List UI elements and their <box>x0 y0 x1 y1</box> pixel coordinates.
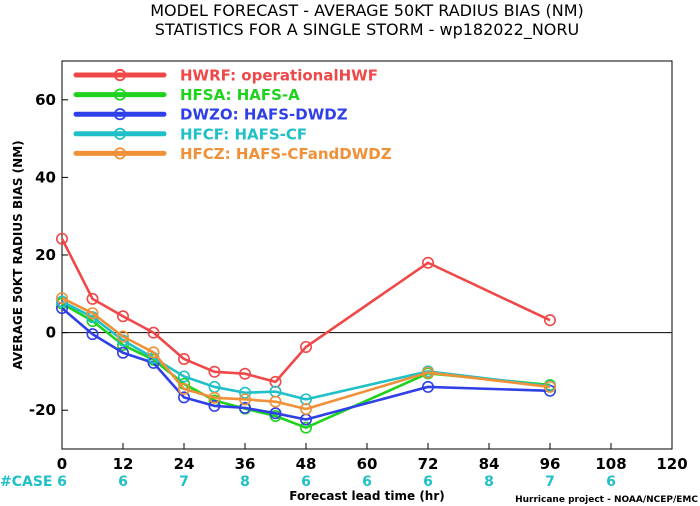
data-point <box>299 340 312 353</box>
data-point <box>421 256 434 269</box>
legend-label: HFCZ: HAFS-CFandDWDZ <box>180 145 392 163</box>
legend-label: DWZO: HAFS-DWDZ <box>180 106 348 124</box>
series-line <box>61 307 551 421</box>
series-0 <box>55 232 556 388</box>
chart-title: MODEL FORECAST - AVERAGE 50KT RADIUS BIA… <box>150 1 584 20</box>
legend-item: HFSA: HAFS-A <box>73 86 300 104</box>
data-point <box>208 391 221 404</box>
x-tick-label: 96 <box>540 455 561 473</box>
x-tick-label: 108 <box>595 455 626 473</box>
data-point <box>239 401 252 414</box>
x-tick-label: 48 <box>296 455 317 473</box>
data-point <box>86 328 99 341</box>
chart-subtitle: STATISTICS FOR A SINGLE STORM - wp182022… <box>155 20 579 40</box>
data-point <box>86 292 99 305</box>
data-point <box>299 403 312 416</box>
legend-item: HWRF: operationalHWF <box>73 67 378 85</box>
series-line <box>60 238 551 384</box>
legend-marker <box>113 88 127 101</box>
legend-marker <box>113 147 127 160</box>
case-label: #CASE <box>0 474 53 490</box>
y-axis-label: AVERAGE 50KT RADIUS BIAS (NM) <box>11 140 25 369</box>
data-point <box>178 382 191 395</box>
case-count: 6 <box>606 474 616 490</box>
x-tick-label: 72 <box>418 455 439 473</box>
case-count: 6 <box>57 474 67 490</box>
y-tick-label: 60 <box>35 91 56 109</box>
x-tick-label: 120 <box>656 455 687 473</box>
case-count: 6 <box>423 474 433 490</box>
legend-label: HFSA: HAFS-A <box>180 86 300 104</box>
series-4 <box>55 292 556 416</box>
data-point <box>178 391 191 404</box>
series-line <box>61 296 551 411</box>
data-point <box>178 370 191 383</box>
x-tick-label: 84 <box>479 455 500 473</box>
legend-item: DWZO: HAFS-DWDZ <box>73 106 348 124</box>
data-point <box>147 346 160 359</box>
data-point <box>208 399 221 412</box>
data-point <box>421 366 434 379</box>
case-count: 7 <box>179 474 189 490</box>
case-count: 6 <box>118 474 128 490</box>
series-2 <box>55 302 556 426</box>
data-point <box>269 395 282 408</box>
legend-marker <box>113 68 127 82</box>
y-tick-label: -20 <box>29 401 56 419</box>
data-point <box>299 421 312 434</box>
data-point <box>178 352 191 365</box>
x-tick-label: 36 <box>235 455 256 473</box>
data-point <box>55 292 68 305</box>
data-point <box>55 232 68 245</box>
data-point <box>117 346 130 359</box>
data-point <box>239 367 252 380</box>
data-point <box>239 393 252 406</box>
data-point <box>147 326 160 339</box>
legend-marker <box>113 127 127 140</box>
x-tick-label: 12 <box>113 455 134 473</box>
legend-marker <box>113 108 127 121</box>
credit-text: Hurricane project - NOAA/NCEP/EMC <box>515 495 698 505</box>
legend-item: HFCF: HAFS-CF <box>73 125 307 143</box>
case-count: 6 <box>362 474 372 490</box>
case-count: 8 <box>240 474 250 490</box>
series-1 <box>55 297 556 434</box>
data-point <box>86 307 99 320</box>
data-point <box>208 365 221 378</box>
case-count: 8 <box>484 474 494 490</box>
legend-label: HFCF: HAFS-CF <box>180 125 307 143</box>
x-tick-label: 24 <box>174 455 195 473</box>
case-count: 7 <box>545 474 555 490</box>
legend-label: HWRF: operationalHWF <box>180 67 378 85</box>
case-count: 6 <box>301 474 311 490</box>
x-tick-label: 0 <box>57 455 67 473</box>
legend-item: HFCZ: HAFS-CFandDWDZ <box>73 145 392 163</box>
x-axis-label: Forecast lead time (hr) <box>289 489 445 503</box>
y-tick-label: 40 <box>35 168 56 186</box>
data-point <box>543 314 556 327</box>
data-point <box>421 380 434 393</box>
data-point <box>117 330 130 343</box>
y-tick-label: 20 <box>35 246 56 264</box>
y-tick-label: 0 <box>46 324 56 342</box>
data-point <box>239 386 252 399</box>
data-point <box>269 407 282 420</box>
data-point <box>543 380 556 393</box>
x-tick-label: 60 <box>357 455 378 473</box>
series-line <box>61 300 551 401</box>
data-point <box>117 310 130 323</box>
